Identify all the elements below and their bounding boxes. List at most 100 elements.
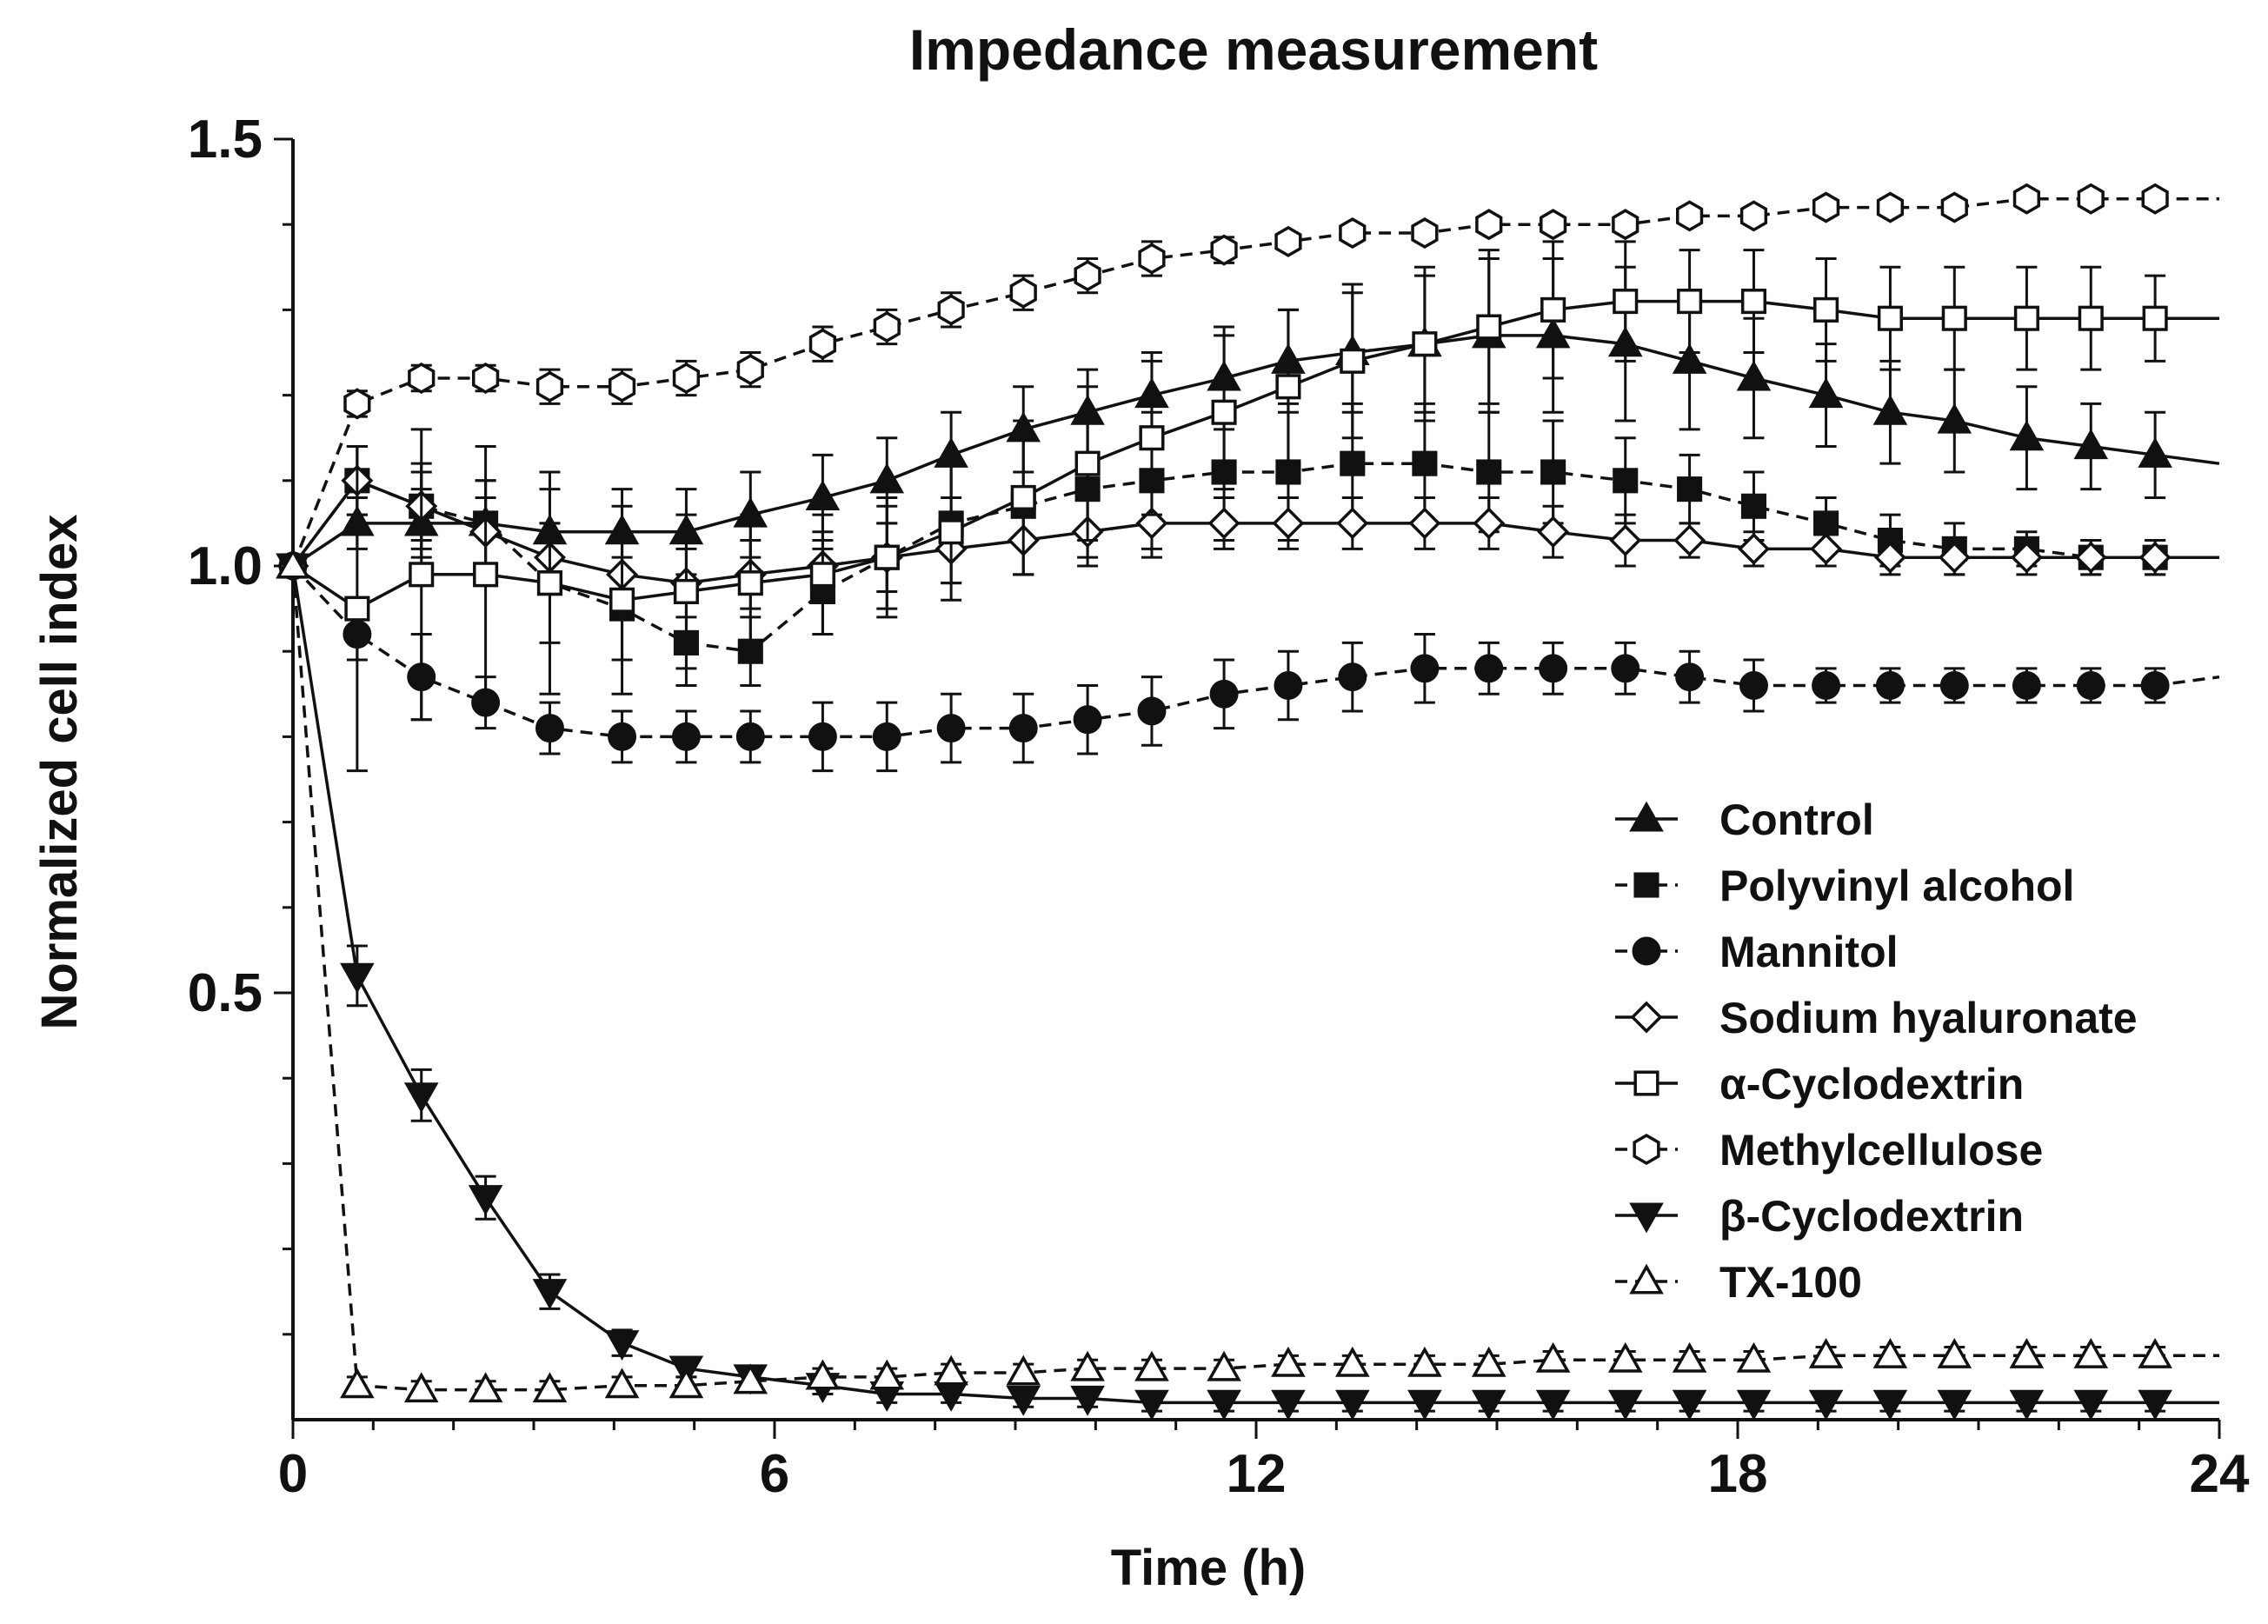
data-point <box>1877 305 1903 331</box>
data-point <box>1134 1389 1169 1421</box>
data-point <box>468 1372 503 1403</box>
data-point <box>1207 1389 1241 1421</box>
data-point <box>532 1372 568 1403</box>
data-point <box>1677 476 1703 503</box>
data-point <box>1937 1338 1972 1368</box>
data-point <box>1006 1354 1041 1386</box>
data-point <box>1070 1385 1105 1416</box>
series-line <box>291 565 2219 1405</box>
data-point <box>1274 225 1302 257</box>
x-tick-label: 6 <box>760 1444 789 1504</box>
data-point <box>340 962 375 994</box>
chart-title: Impedance measurement <box>909 17 1598 82</box>
data-point <box>1613 468 1639 494</box>
legend-item: Methylcellulose <box>1615 1126 2043 1175</box>
data-point <box>1340 450 1366 476</box>
data-point <box>1271 1389 1306 1421</box>
data-point <box>2073 429 2109 460</box>
data-point <box>1937 1389 1972 1421</box>
data-point <box>604 1330 640 1361</box>
data-point <box>2009 1338 2045 1368</box>
data-point <box>1408 507 1441 540</box>
data-point <box>1739 671 1768 700</box>
data-point <box>1537 516 1570 549</box>
data-point <box>1607 1389 1643 1421</box>
data-point <box>1271 1346 1306 1377</box>
legend-item: β-Cyclodextrin <box>1615 1192 2024 1241</box>
data-point <box>1813 296 1839 323</box>
data-point <box>1411 216 1439 250</box>
data-point <box>1338 662 1367 692</box>
data-point <box>1412 450 1438 476</box>
data-point <box>1211 399 1237 425</box>
data-point <box>276 548 310 579</box>
legend-label: TX-100 <box>1719 1258 1862 1307</box>
series--cyclodextrin <box>280 240 2219 773</box>
data-point <box>1412 331 1438 357</box>
data-point <box>936 714 966 743</box>
data-point <box>2010 541 2043 574</box>
series-control <box>276 256 2220 579</box>
data-point <box>1736 360 1772 391</box>
data-point <box>1612 209 1639 241</box>
data-point <box>673 578 699 605</box>
data-point <box>2138 541 2172 574</box>
data-point <box>608 722 637 751</box>
data-point <box>468 1185 503 1216</box>
legend-item: Polyvinyl alcohol <box>1615 862 2074 910</box>
data-point <box>1476 459 1502 485</box>
data-point <box>1275 374 1301 400</box>
series-methylcellulose <box>279 183 2219 582</box>
data-point <box>1810 532 1843 565</box>
data-point <box>1672 1389 1707 1421</box>
data-point <box>1210 234 1238 266</box>
data-point <box>535 714 564 743</box>
data-point <box>1739 200 1768 232</box>
data-point <box>1812 671 1841 700</box>
data-point <box>409 562 435 588</box>
data-point <box>1074 450 1101 476</box>
data-point <box>1875 671 1905 700</box>
data-point <box>471 362 500 394</box>
data-point <box>2077 183 2105 215</box>
data-point <box>2078 305 2104 331</box>
data-point <box>1607 1341 1643 1373</box>
data-point <box>733 1363 768 1394</box>
data-point <box>1872 1338 1908 1368</box>
data-point <box>1135 507 1168 540</box>
data-point <box>2138 436 2172 468</box>
data-point <box>1334 1389 1370 1421</box>
data-point <box>403 1372 439 1403</box>
y-tick-label: 1.5 <box>188 110 263 170</box>
data-point <box>1540 209 1567 241</box>
data-point <box>668 1368 704 1399</box>
data-point <box>1340 348 1366 374</box>
data-point <box>1334 1346 1370 1377</box>
data-point <box>1138 243 1166 275</box>
data-point <box>1207 507 1240 540</box>
data-point <box>873 311 901 343</box>
data-point <box>1737 532 1770 565</box>
data-point <box>1471 1389 1506 1421</box>
y-axis-label-group: Normalized cell index <box>31 514 88 1029</box>
data-point <box>1808 1338 1844 1368</box>
data-point <box>343 388 371 420</box>
data-point <box>805 480 841 510</box>
data-point <box>869 463 905 494</box>
data-point <box>1008 714 1038 743</box>
data-point <box>2009 1389 2045 1421</box>
data-point <box>2141 183 2169 215</box>
legend-label: Sodium hyaluronate <box>1719 994 2138 1042</box>
data-point <box>1873 541 1906 574</box>
data-point <box>1740 493 1767 519</box>
legend-item: Mannitol <box>1615 928 1899 976</box>
legend-marker <box>1629 1202 1664 1234</box>
data-point <box>1938 541 1971 574</box>
y-axis-label: Normalized cell index <box>31 514 88 1029</box>
data-point <box>938 519 964 545</box>
data-point <box>1010 484 1036 510</box>
series-line <box>292 299 2219 611</box>
data-point <box>408 362 436 394</box>
data-point <box>1134 1350 1169 1381</box>
